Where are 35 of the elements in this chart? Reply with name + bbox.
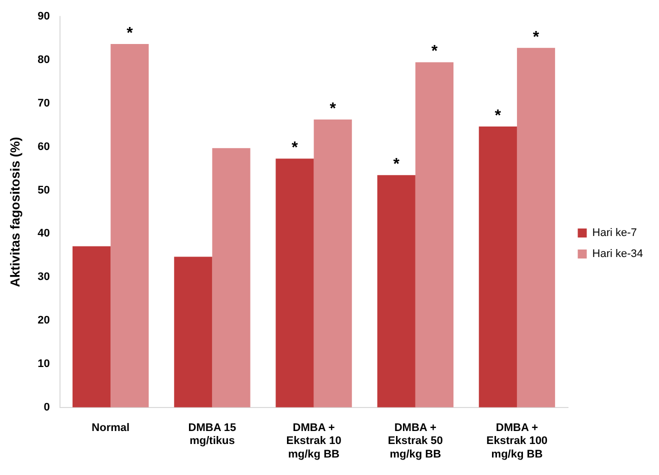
bar bbox=[72, 246, 111, 408]
annotation: * bbox=[126, 24, 134, 42]
x-tick-label: DMBA + Ekstrak 100 mg/kg BB bbox=[486, 422, 548, 460]
bar bbox=[110, 44, 149, 408]
legend-label: Hari ke-7 bbox=[592, 227, 637, 240]
y-axis-title: Aktivitas fagositosis (%) bbox=[7, 136, 22, 288]
y-tick-label: 50 bbox=[38, 184, 50, 196]
bar bbox=[415, 62, 454, 408]
bar bbox=[478, 126, 517, 408]
x-tick-label: Normal bbox=[92, 422, 130, 434]
annotation: * bbox=[494, 107, 502, 124]
bar bbox=[174, 256, 212, 408]
y-tick-label: 90 bbox=[38, 10, 50, 23]
y-tick-label: 0 bbox=[44, 401, 50, 414]
bar bbox=[377, 175, 416, 408]
x-tick-label: DMBA + Ekstrak 50 mg/kg BB bbox=[388, 422, 443, 460]
bar bbox=[314, 120, 352, 408]
y-tick-label: 20 bbox=[38, 314, 50, 327]
annotation: * bbox=[292, 140, 299, 157]
y-tick-label: 60 bbox=[38, 140, 50, 153]
annotation: * bbox=[532, 28, 540, 46]
bar bbox=[516, 48, 556, 408]
annotation: * bbox=[431, 43, 438, 60]
y-tick-label: 80 bbox=[38, 54, 50, 66]
x-tick-label: DMBA + Ekstrak 10 mg/kg BB bbox=[286, 422, 342, 460]
bar bbox=[212, 148, 250, 408]
annotation: * bbox=[330, 100, 337, 118]
x-tick-label: DMBA 15 mg/tikus bbox=[188, 422, 236, 448]
legend-label: Hari ke-34 bbox=[592, 248, 644, 260]
y-tick-label: 70 bbox=[38, 97, 50, 110]
annotation: * bbox=[393, 156, 400, 174]
y-tick-label: 10 bbox=[38, 358, 50, 370]
y-tick-label: 40 bbox=[38, 228, 50, 240]
y-tick-label: 30 bbox=[38, 271, 50, 284]
bar bbox=[276, 158, 314, 408]
